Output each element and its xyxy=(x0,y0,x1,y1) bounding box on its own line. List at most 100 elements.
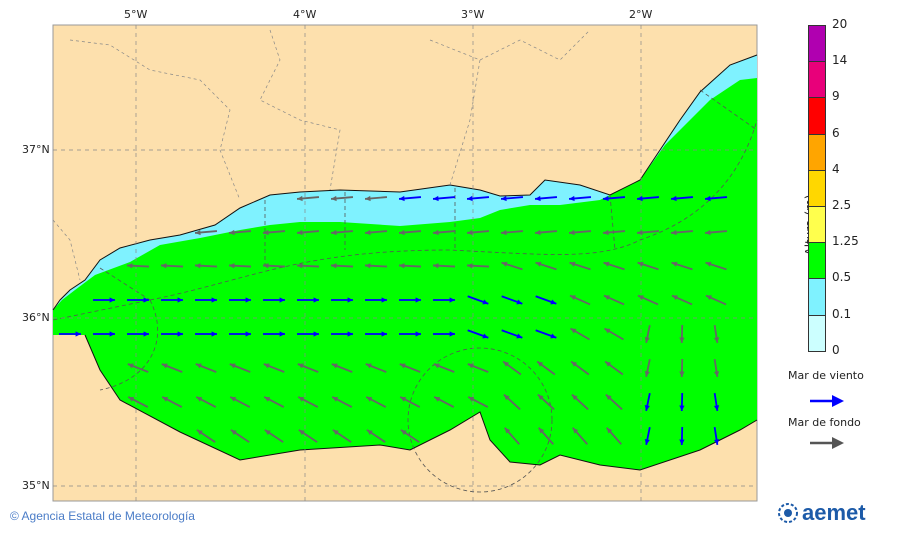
wave-arrow xyxy=(365,363,387,373)
wave-arrow xyxy=(500,195,524,202)
wave-arrow xyxy=(537,393,555,411)
wave-arrow xyxy=(571,393,589,411)
wave-arrow xyxy=(229,363,251,373)
colorbar-tick-label: 4 xyxy=(832,161,840,176)
wave-arrow xyxy=(568,195,592,202)
wave-arrow xyxy=(59,331,81,337)
colorbar-segment xyxy=(808,25,826,63)
wave-arrow xyxy=(194,229,218,236)
wave-arrow xyxy=(296,195,320,202)
wave-arrow xyxy=(331,331,353,337)
wave-arrow xyxy=(365,396,387,408)
copyright-text: © Agencia Estatal de Meteorología xyxy=(10,509,195,523)
wave-arrow xyxy=(604,360,624,376)
colorbar-tick-label: 2.5 xyxy=(832,198,852,212)
colorbar-segment xyxy=(808,242,826,280)
wave-arrow xyxy=(534,229,558,236)
wave-arrow xyxy=(602,195,626,202)
wave-arrow xyxy=(467,363,489,373)
wave-arrow xyxy=(432,263,456,269)
colorbar-tick-label: 0.5 xyxy=(832,270,852,285)
wave-arrow xyxy=(196,429,216,443)
wave-arrow xyxy=(503,393,521,411)
colorbar-segment xyxy=(808,61,826,99)
wave-arrow xyxy=(713,426,720,446)
wave-arrow xyxy=(229,331,251,337)
wave-arrow xyxy=(604,327,624,341)
wave-arrow xyxy=(569,294,591,306)
wave-arrow xyxy=(364,229,388,236)
wave-arrow xyxy=(263,363,285,373)
coastline-south xyxy=(84,334,758,471)
wave-arrow xyxy=(534,195,558,202)
wave-arrow xyxy=(570,360,590,376)
wave-arrow xyxy=(705,261,727,271)
sea-green-zone xyxy=(53,78,757,470)
latitude-label: 36°N xyxy=(22,311,50,324)
wave-arrow xyxy=(536,360,556,376)
aemet-logo: aemet xyxy=(777,500,866,526)
wave-arrow xyxy=(262,229,286,236)
wave-arrow xyxy=(298,429,318,443)
wave-arrow xyxy=(704,195,728,202)
wave-arrow xyxy=(264,429,284,443)
wave-arrow xyxy=(466,229,490,236)
colorbar-tick-label: 14 xyxy=(832,53,848,68)
wave-arrow xyxy=(644,359,651,377)
wave-arrow xyxy=(330,195,354,202)
wave-direction-arrows xyxy=(59,195,728,446)
wave-arrow xyxy=(679,358,685,378)
wave-arrow xyxy=(670,195,694,202)
wave-arrow xyxy=(572,427,588,445)
wave-arrow xyxy=(399,363,421,373)
wave-arrow xyxy=(297,297,319,303)
colorbar-segment xyxy=(808,206,826,244)
wave-arrow xyxy=(263,297,285,303)
wave-arrow xyxy=(127,331,149,337)
wave-arrow xyxy=(501,261,523,271)
wave-arrow xyxy=(433,331,455,337)
wave-arrow xyxy=(679,324,685,344)
borders xyxy=(52,29,591,281)
wave-arrow xyxy=(195,297,217,303)
colorbar-segment xyxy=(808,278,826,316)
wave-arrow xyxy=(161,396,183,408)
wave-arrow xyxy=(432,195,456,202)
colorbar-tick-label: 6 xyxy=(832,125,840,140)
wave-arrow xyxy=(670,229,694,236)
wave-arrow xyxy=(366,429,386,443)
wave-arrow xyxy=(161,297,183,303)
legend-wind-sea-arrow-icon xyxy=(810,395,844,407)
latitude-label: 35°N xyxy=(22,479,50,492)
wave-arrow xyxy=(603,294,625,306)
latitude-label: 37°N xyxy=(22,143,50,156)
aemet-logo-icon xyxy=(778,503,798,523)
wave-arrow xyxy=(228,263,252,269)
wave-arrow xyxy=(160,263,184,269)
wave-arrow xyxy=(398,195,422,202)
wave-arrow xyxy=(500,229,524,236)
colorbar-tick-label: 0 xyxy=(832,342,840,357)
wave-arrow xyxy=(399,297,421,303)
wave-arrow xyxy=(538,427,554,445)
wave-arrow xyxy=(228,229,252,236)
wave-arrow xyxy=(330,263,354,269)
wave-arrow xyxy=(535,261,557,271)
graticule xyxy=(53,25,757,501)
wave-arrow xyxy=(195,396,217,408)
wave-arrow xyxy=(535,295,557,305)
wave-arrow xyxy=(399,331,421,337)
wave-arrow xyxy=(644,325,651,343)
longitude-label: 2°W xyxy=(629,8,653,21)
longitude-label: 3°W xyxy=(461,8,485,21)
wave-arrow xyxy=(263,331,285,337)
colorbar-tick-label: 20 xyxy=(832,17,848,31)
wave-arrow xyxy=(603,261,625,271)
wave-arrow xyxy=(127,297,149,303)
wave-arrow xyxy=(398,263,422,269)
colorbar-tick-label: 1.25 xyxy=(832,234,859,249)
wave-arrow xyxy=(501,329,523,339)
wave-arrow xyxy=(195,363,217,373)
wave-arrow xyxy=(332,429,352,443)
wave-arrow xyxy=(127,363,149,373)
